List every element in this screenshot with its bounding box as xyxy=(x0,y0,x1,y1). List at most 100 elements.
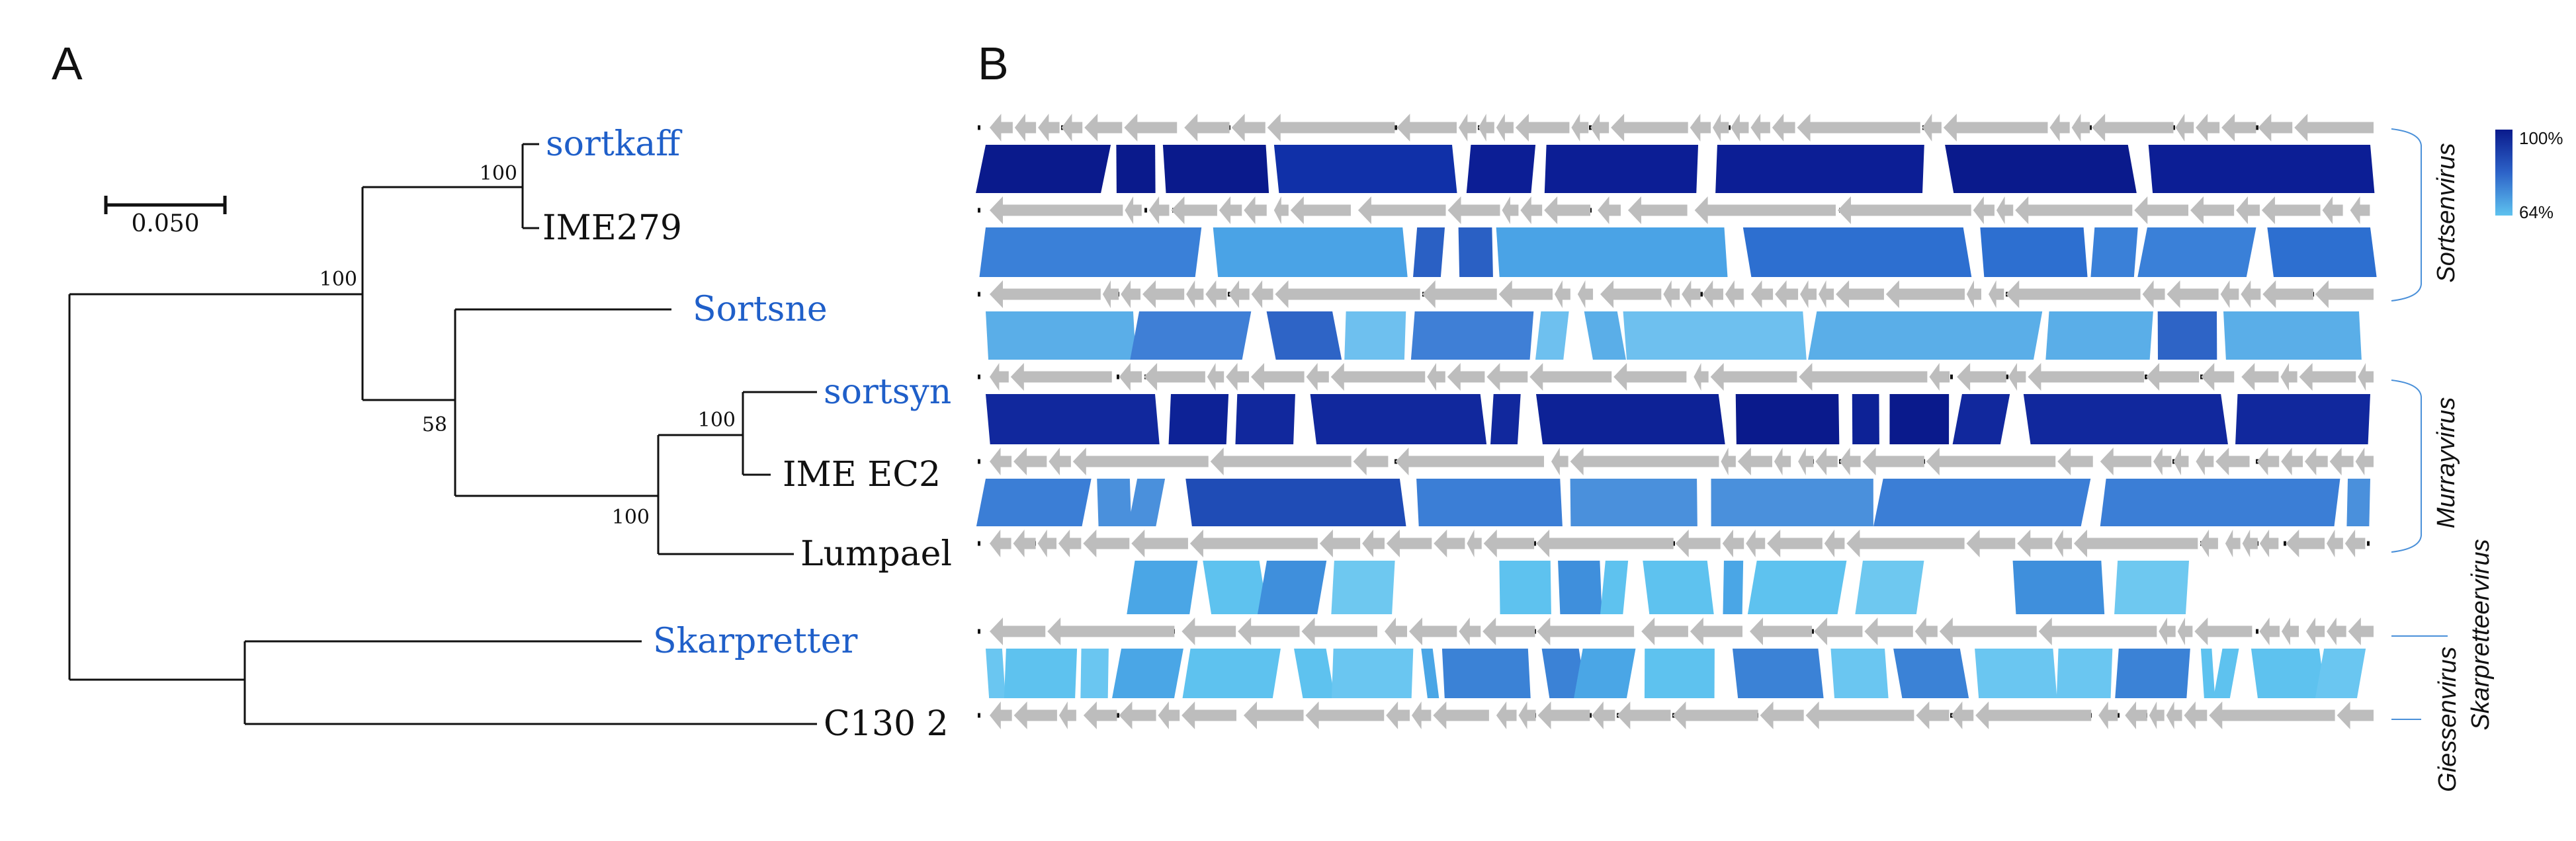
identity-block xyxy=(1416,479,1563,526)
gene-arrow xyxy=(1590,114,1610,141)
gene-arrow xyxy=(1799,363,1928,391)
gene-arrow xyxy=(2167,280,2219,308)
identity-block xyxy=(1004,649,1078,698)
gene-arrow xyxy=(1290,196,1351,224)
gene-arrow xyxy=(1611,114,1688,141)
identity-block xyxy=(1715,145,1924,193)
identity-block xyxy=(2045,311,2153,360)
identity-block xyxy=(1466,145,1536,193)
gene-arrow xyxy=(2159,618,2176,645)
taxon-labels: sortkaff IME279 Sortsne sortsyn IME EC2 … xyxy=(542,124,952,744)
gene-arrow xyxy=(1083,530,1130,557)
gene-arrow xyxy=(1737,448,1772,475)
genome-track xyxy=(978,530,2380,557)
identity-block xyxy=(1535,311,1569,360)
identity-block xyxy=(1331,561,1395,614)
gene-arrow xyxy=(1694,196,1836,224)
gene-arrow xyxy=(1144,363,1205,391)
gene-arrow xyxy=(2221,114,2256,141)
gene-arrow xyxy=(2074,530,2198,557)
gene-arrow xyxy=(2337,701,2374,729)
gene-arrow xyxy=(1713,114,1729,141)
gene-arrow xyxy=(2006,280,2141,308)
gene-arrow xyxy=(1386,530,1432,557)
identity-block xyxy=(1235,394,1295,444)
comparison-row xyxy=(986,649,2366,698)
identity-block xyxy=(2137,227,2256,277)
identity-block xyxy=(1733,649,1824,698)
gene-arrow xyxy=(1301,618,1378,645)
gene-arrow xyxy=(1412,701,1432,729)
gene-arrow xyxy=(1010,363,1112,391)
gene-arrow xyxy=(1702,280,1723,308)
gene-arrow xyxy=(1458,114,1477,141)
gene-arrow xyxy=(1478,114,1494,141)
panel-label-b: B xyxy=(978,38,1009,89)
gene-arrow xyxy=(1238,618,1300,645)
gene-arrow xyxy=(1570,448,1719,475)
identity-block xyxy=(1080,649,1109,698)
gene-arrow xyxy=(1482,618,1535,645)
gene-arrow xyxy=(2344,530,2366,557)
identity-block xyxy=(2346,479,2370,526)
genome-maps xyxy=(978,114,2380,729)
gene-arrow xyxy=(1592,701,1615,729)
genome-track xyxy=(978,114,2380,141)
gene-arrow xyxy=(2146,363,2200,391)
gene-arrow xyxy=(1537,701,1590,729)
taxon-label: sortkaff xyxy=(546,124,683,164)
gene-arrow xyxy=(1305,701,1385,729)
gene-arrow xyxy=(1049,448,1071,475)
scale-bar-label: 0.050 xyxy=(131,210,199,237)
identity-block xyxy=(1747,561,1847,614)
gene-arrow xyxy=(2241,363,2279,391)
gene-arrow xyxy=(1926,448,2056,475)
gene-arrow xyxy=(1244,196,1267,224)
identity-block xyxy=(1496,227,1728,277)
gene-arrow xyxy=(1798,448,1814,475)
genus-label-murrayvirus: Murrayvirus xyxy=(2432,397,2460,528)
gene-arrow xyxy=(1275,280,1420,308)
gene-arrow xyxy=(2241,280,2261,308)
gene-arrow xyxy=(1467,530,1482,557)
identity-block xyxy=(2157,311,2217,360)
identity-block xyxy=(2100,479,2340,526)
gene-arrow xyxy=(1496,114,1514,141)
bracket-sortsenvirus xyxy=(2391,128,2422,301)
identity-block xyxy=(1310,394,1487,444)
gene-arrow xyxy=(1306,363,1329,391)
identity-block xyxy=(1203,561,1268,614)
gene-arrow xyxy=(990,701,1012,729)
gene-arrow xyxy=(1551,448,1568,475)
identity-block xyxy=(1952,394,2010,444)
gene-arrow xyxy=(2286,530,2325,557)
gene-arrow xyxy=(1760,701,1804,729)
identity-block xyxy=(1852,394,1879,444)
identity-block xyxy=(1808,311,2043,360)
gene-arrow xyxy=(1084,114,1123,141)
gene-arrow xyxy=(1013,448,1047,475)
identity-block xyxy=(1344,311,1406,360)
identity-block xyxy=(1421,649,1439,698)
gene-arrow xyxy=(1710,363,1797,391)
gene-arrow xyxy=(1996,196,2014,224)
identity-legend-bar xyxy=(2495,130,2512,216)
identity-block xyxy=(1536,394,1725,444)
identity-block xyxy=(1112,649,1183,698)
gene-arrow xyxy=(2173,448,2189,475)
gene-arrow xyxy=(1496,701,1517,729)
gene-arrow xyxy=(1767,530,1823,557)
gene-arrow xyxy=(1231,114,1266,141)
gene-arrow xyxy=(2327,530,2343,557)
comparison-row xyxy=(976,145,2375,193)
gene-arrow xyxy=(2015,196,2133,224)
identity-block xyxy=(1644,649,1715,698)
gene-arrow xyxy=(1515,114,1570,141)
gene-arrow xyxy=(1598,196,1621,224)
identity-block xyxy=(1185,479,1406,526)
gene-arrow xyxy=(1725,280,1744,308)
identity-block xyxy=(2148,145,2375,193)
identity-block xyxy=(1893,649,1969,698)
bootstrap-value: 100 xyxy=(480,162,517,185)
gene-arrow xyxy=(2355,448,2374,475)
